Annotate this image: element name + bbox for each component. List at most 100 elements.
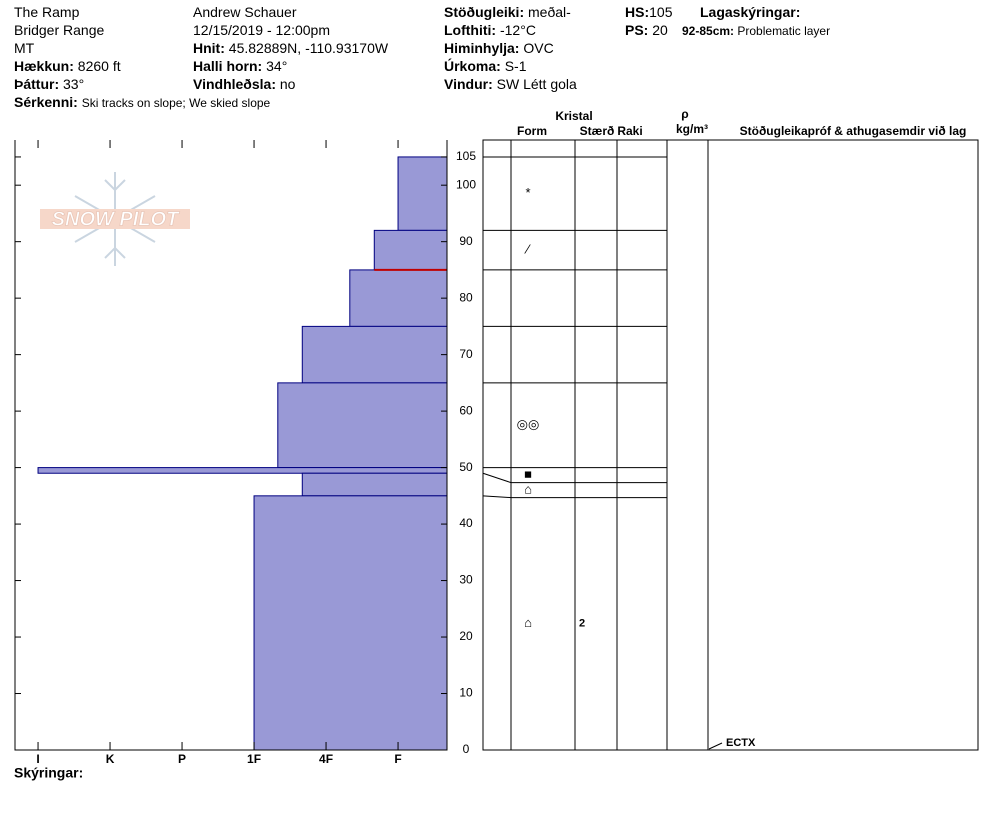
axis-frame (14, 140, 448, 751)
y-tick-label: 40 (459, 516, 473, 530)
column-header: kg/m³ (676, 122, 708, 136)
sky: Himinhylja: OVC (444, 40, 554, 56)
test-label: ECTX (726, 737, 756, 749)
y-tick-label: 10 (459, 686, 473, 700)
label: Vindur: (444, 76, 493, 92)
logo-text: SNOW PILOT (52, 208, 180, 230)
observer: Andrew Schauer (193, 4, 297, 20)
aspect: Þáttur: 33° (14, 76, 84, 92)
state: MT (14, 40, 35, 56)
coords: Hnit: 45.82889N, -110.93170W (193, 40, 388, 56)
value: -12°C (499, 22, 536, 38)
label: Lofthiti: (444, 22, 497, 38)
slope: Halli horn: 34° (193, 58, 287, 74)
hardness-bar (373, 229, 448, 271)
x-tick-label: 1F (247, 752, 261, 766)
label: Hnit: (193, 40, 225, 56)
label: Hækkun: (14, 58, 74, 74)
column-header: Stöðugleikapróf & athugasemdir við lag (740, 124, 967, 138)
precip: Úrkoma: S-1 (444, 58, 526, 74)
range: 92-85cm: (682, 24, 735, 38)
label: Stöðugleiki: (444, 4, 525, 20)
stability: Stöðugleiki: meðal- (444, 4, 571, 20)
value: meðal- (528, 4, 571, 20)
wind-loading: Vindhleðsla: no (193, 76, 295, 92)
hardness-bar (277, 382, 448, 469)
hs: HS:105 (625, 4, 672, 20)
value: no (279, 76, 296, 92)
grain-form: ◎◎ (517, 417, 540, 432)
hardness-bar (397, 156, 448, 231)
value: SW Létt gola (496, 76, 577, 92)
y-tick-label: 105 (456, 149, 476, 163)
label: PS: (625, 22, 649, 38)
y-tick-label: 0 (463, 742, 470, 756)
label: HS: (625, 4, 650, 20)
logo: SNOW PILOT (40, 172, 190, 266)
label: Halli horn: (193, 58, 263, 74)
y-tick-label: 50 (459, 460, 473, 474)
y-tick-label: 20 (459, 629, 473, 643)
layer-note: 92-85cm: Problematic layer (682, 24, 830, 38)
y-tick-label: 70 (459, 347, 473, 361)
value: 33° (63, 76, 85, 92)
layer-notes-title: Lagaskýringar: (700, 4, 800, 20)
x-tick-label: 4F (319, 752, 333, 766)
y-tick-label: 80 (459, 290, 473, 304)
test-arrow (708, 742, 723, 750)
layer-connector (482, 495, 512, 499)
value: 20 (652, 22, 668, 38)
column-header: Raki (617, 124, 642, 138)
x-tick-label: F (394, 752, 401, 766)
column-header: ρ (681, 107, 688, 121)
y-tick-label: 90 (459, 234, 473, 248)
elevation: Hækkun: 8260 ft (14, 58, 121, 74)
grain-form: * (525, 185, 530, 200)
column-header: Kristal (555, 109, 592, 123)
hardness-bar (349, 269, 448, 327)
label: Himinhylja: (444, 40, 520, 56)
column-header: Stærð (580, 124, 615, 138)
datetime: 12/15/2019 - 12:00pm (193, 22, 330, 38)
value: 8260 ft (77, 58, 121, 74)
y-tick-label: 100 (456, 177, 476, 191)
value: Ski tracks on slope; We skied slope (81, 96, 271, 110)
hardness-bar (301, 472, 448, 497)
x-tick-label: P (178, 752, 186, 766)
table-frame (482, 139, 979, 751)
label: Lagaskýringar: (700, 4, 801, 20)
logo-band (40, 209, 190, 229)
value: 105 (649, 4, 673, 20)
features: Sérkenni: Ski tracks on slope; We skied … (14, 94, 270, 110)
legend-label: Skýringar: (14, 765, 83, 781)
x-tick-label: K (106, 752, 115, 766)
column-header: Form (517, 124, 547, 138)
y-tick-label: 60 (459, 403, 473, 417)
value: S-1 (504, 58, 527, 74)
label: Sérkenni: (14, 94, 78, 110)
value: 45.82889N, -110.93170W (228, 40, 389, 56)
grain-form: ⌂ (524, 482, 532, 497)
label: Úrkoma: (444, 58, 501, 74)
x-tick-label: I (36, 752, 39, 766)
y-tick-label: 30 (459, 573, 473, 587)
layer-connector (482, 472, 512, 484)
ps: PS: 20 (625, 22, 668, 38)
hardness-bar (301, 325, 448, 384)
site: The Ramp (14, 4, 80, 20)
value: OVC (523, 40, 554, 56)
value: 34° (266, 58, 288, 74)
hardness-bar (37, 467, 448, 474)
hardness-bar (253, 495, 448, 751)
wind: Vindur: SW Létt gola (444, 76, 577, 92)
grain-size: 2 (579, 618, 585, 630)
grain-form: ⁄ (524, 242, 531, 257)
label: Þáttur: (14, 76, 60, 92)
range: Bridger Range (14, 22, 105, 38)
grain-form: ■ (524, 467, 532, 482)
grain-form: ⌂ (524, 615, 532, 630)
label: Vindhleðsla: (193, 76, 276, 92)
text: Problematic layer (737, 24, 831, 38)
